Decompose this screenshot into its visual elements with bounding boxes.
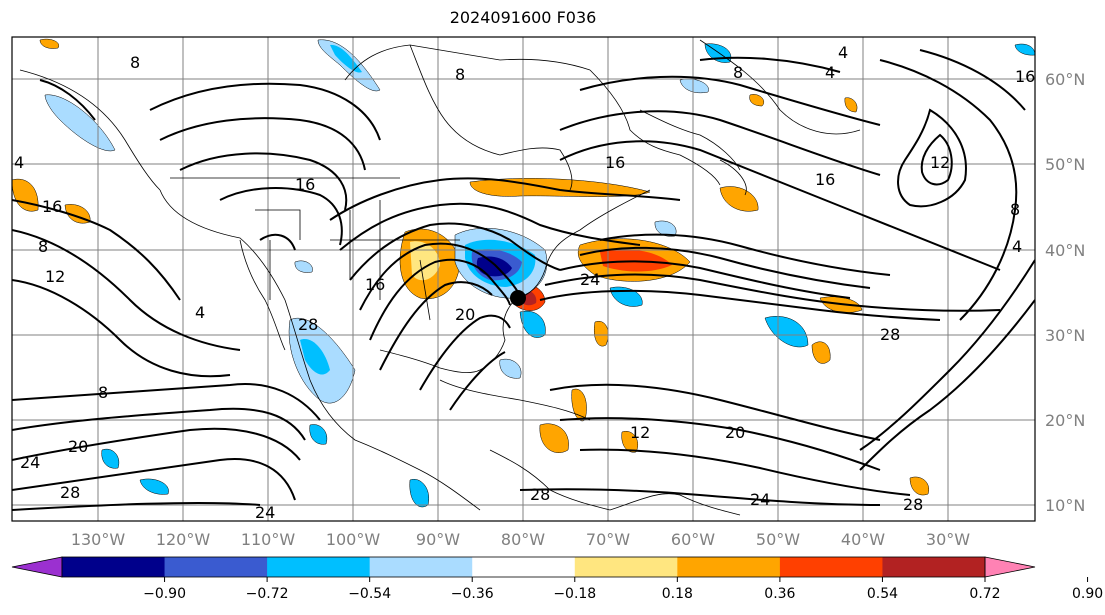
colorbar-tick-label: 0.72 — [969, 586, 1000, 602]
contour-label: 28 — [60, 483, 80, 502]
colorbar-segment — [882, 557, 986, 577]
contour-label: 16 — [295, 175, 315, 194]
lon-label: 80°W — [501, 530, 545, 549]
lon-label: 130°W — [71, 530, 126, 549]
contour-label: 4 — [1012, 237, 1022, 256]
colorbar-tick-label: 0.18 — [662, 586, 693, 602]
contour-label: 16 — [815, 170, 835, 189]
height-contours — [12, 49, 1035, 511]
contour-label: 24 — [20, 453, 40, 472]
contour-label: 12 — [630, 423, 650, 442]
contour-label: 12 — [45, 267, 65, 286]
lon-label: 100°W — [326, 530, 381, 549]
contour-label: 8 — [130, 53, 140, 72]
colorbar-tick-label: −0.72 — [246, 586, 289, 602]
lat-label: 30°N — [1045, 326, 1085, 345]
contour-label: 28 — [880, 325, 900, 344]
map-title: 2024091600 F036 — [449, 8, 597, 27]
contour-label: 24 — [750, 490, 770, 509]
colorbar-segment — [472, 557, 576, 577]
contour-label: 28 — [298, 315, 318, 334]
contour-label: 16 — [42, 197, 62, 216]
longitude-labels: 130°W 120°W 110°W 100°W 90°W 80°W 70°W 6… — [71, 530, 970, 549]
contour-label: 4 — [825, 63, 835, 82]
contour-label: 28 — [530, 485, 550, 504]
contour-label: 8 — [733, 63, 743, 82]
colorbar-segment — [267, 557, 371, 577]
colorbar-tick-label: −0.18 — [553, 586, 596, 602]
contour-label: 16 — [1015, 67, 1035, 86]
colorbar-tick-label: −0.36 — [451, 586, 494, 602]
contour-label: 24 — [255, 503, 275, 522]
contour-label: 20 — [68, 437, 88, 456]
colorbar-extend-high — [984, 556, 1036, 578]
colorbar-segment — [779, 557, 883, 577]
lat-label: 50°N — [1045, 155, 1085, 174]
contour-label: 28 — [903, 495, 923, 514]
lon-label: 30°W — [926, 530, 970, 549]
contour-label: 16 — [365, 275, 385, 294]
colorbar-segment — [369, 557, 473, 577]
contour-label: 4 — [14, 153, 24, 172]
colorbar-segment — [164, 557, 268, 577]
colorbar-tick-label: −0.90 — [143, 586, 186, 602]
contour-label: 12 — [930, 153, 950, 172]
contour-label: 8 — [38, 237, 48, 256]
contour-label: 8 — [1010, 200, 1020, 219]
colorbar-tick-label: 0.54 — [867, 586, 898, 602]
colorbar: −0.90 −0.72 −0.54 −0.36 −0.18 0.18 0.36 0.54 0.7… — [11, 556, 1103, 602]
contour-label: 20 — [455, 305, 475, 324]
contour-label: 16 — [605, 153, 625, 172]
storm-center-marker — [510, 290, 526, 306]
contour-label: 4 — [838, 43, 848, 62]
colorbar-tick-label: −0.54 — [348, 586, 391, 602]
contour-label: 4 — [195, 303, 205, 322]
lat-label: 40°N — [1045, 241, 1085, 260]
lon-label: 60°W — [671, 530, 715, 549]
contour-label: 24 — [580, 270, 600, 289]
colorbar-tick-label: 0.36 — [764, 586, 795, 602]
colorbar-segment — [574, 557, 678, 577]
colorbar-extend-low — [11, 556, 63, 578]
contour-label: 20 — [725, 423, 745, 442]
latitude-labels: 60°N 50°N 40°N 30°N 20°N 10°N — [1045, 70, 1085, 515]
lon-label: 70°W — [586, 530, 630, 549]
lon-label: 50°W — [756, 530, 800, 549]
plot-frame — [11, 36, 1036, 522]
lat-label: 20°N — [1045, 411, 1085, 430]
colorbar-segment — [62, 557, 166, 577]
lon-label: 110°W — [241, 530, 296, 549]
colorbar-frame — [61, 556, 986, 578]
contour-label: 8 — [455, 65, 465, 84]
lon-label: 90°W — [416, 530, 460, 549]
lat-label: 60°N — [1045, 70, 1085, 89]
lat-label: 10°N — [1045, 496, 1085, 515]
colorbar-segment — [677, 557, 781, 577]
contour-label-group: 8 8 8 8 8 8 4 4 4 4 4 12 12 12 16 16 16 … — [14, 43, 1035, 522]
lon-label: 40°W — [841, 530, 885, 549]
lon-label: 120°W — [156, 530, 211, 549]
colorbar-tick-label: 0.90 — [1072, 586, 1103, 602]
contour-label: 8 — [98, 383, 108, 402]
